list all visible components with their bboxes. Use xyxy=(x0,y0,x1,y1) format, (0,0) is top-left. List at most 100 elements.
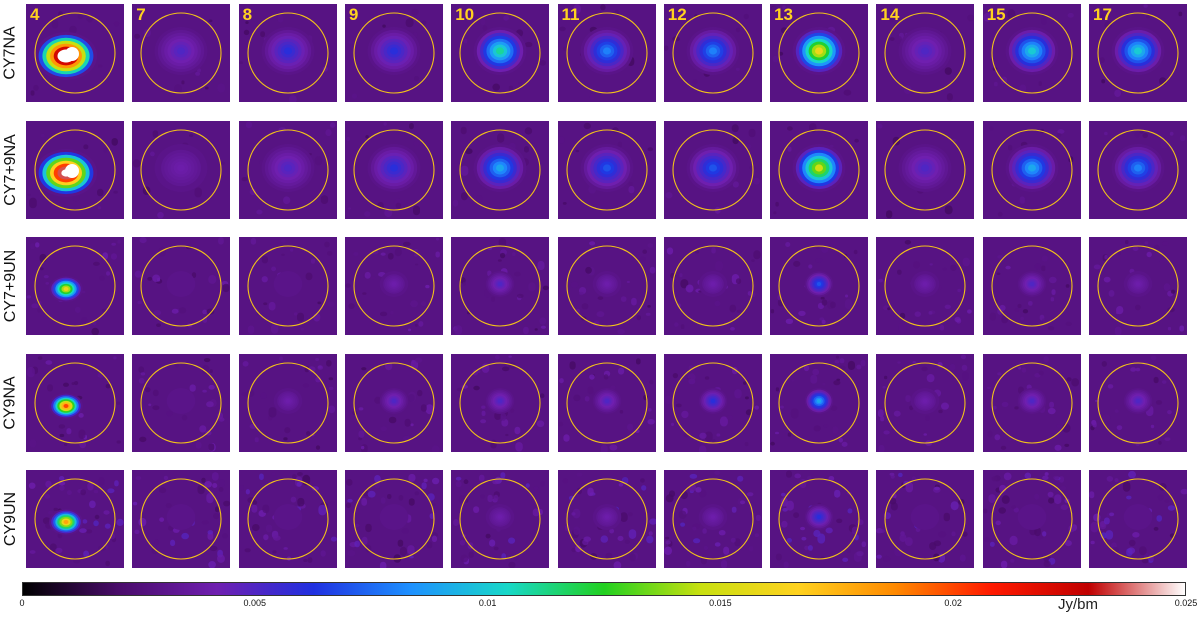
noise-speck xyxy=(425,284,430,289)
emission-map xyxy=(557,470,656,568)
noise-speck xyxy=(777,298,784,307)
noise-speck xyxy=(1122,481,1131,492)
noise-speck xyxy=(1127,547,1136,554)
aperture-circle xyxy=(34,478,116,560)
noise-speck xyxy=(116,439,121,444)
noise-speck xyxy=(148,403,152,406)
noise-speck xyxy=(628,185,634,193)
noise-speck xyxy=(729,327,735,331)
noise-speck xyxy=(174,84,183,93)
noise-speck xyxy=(962,257,971,267)
noise-speck xyxy=(943,267,948,271)
emission-contour xyxy=(389,163,398,172)
noise-speck xyxy=(1024,472,1031,479)
column-number: 8 xyxy=(242,5,253,24)
noise-speck xyxy=(836,518,843,524)
noise-speck xyxy=(347,550,356,557)
emission-map xyxy=(344,237,443,335)
noise-speck xyxy=(664,536,670,540)
noise-speck xyxy=(30,41,34,46)
emission-map xyxy=(982,353,1081,452)
aperture-circle xyxy=(353,12,435,94)
noise-speck xyxy=(427,493,435,501)
noise-speck xyxy=(137,300,143,305)
noise-speck xyxy=(493,494,499,501)
noise-speck xyxy=(798,310,806,316)
aperture-circle xyxy=(672,361,754,444)
noise-speck xyxy=(800,526,806,531)
noise-speck xyxy=(462,281,467,286)
emission-contour xyxy=(923,398,928,403)
noise-speck xyxy=(1003,472,1012,481)
noise-speck xyxy=(29,550,36,554)
noise-speck xyxy=(824,132,832,139)
noise-speck xyxy=(94,514,100,520)
noise-speck xyxy=(680,324,685,329)
noise-speck xyxy=(1038,81,1042,86)
noise-speck xyxy=(845,294,849,298)
noise-speck xyxy=(250,504,257,513)
emission-map xyxy=(770,237,869,335)
noise-speck xyxy=(753,250,761,260)
noise-speck xyxy=(600,444,608,452)
noise-speck xyxy=(394,198,402,205)
noise-speck xyxy=(747,291,752,296)
noise-speck xyxy=(1106,476,1114,482)
noise-speck xyxy=(743,13,749,20)
aperture-circle xyxy=(459,12,541,94)
noise-speck xyxy=(215,506,220,513)
noise-speck xyxy=(261,276,268,283)
noise-speck xyxy=(893,250,899,254)
noise-speck xyxy=(453,519,459,526)
noise-speck xyxy=(413,76,419,81)
emission-map xyxy=(770,120,869,219)
noise-speck xyxy=(729,304,736,313)
noise-speck xyxy=(773,210,777,214)
noise-speck xyxy=(540,325,547,329)
noise-speck xyxy=(1104,21,1112,29)
image-panel xyxy=(982,237,1081,335)
noise-speck xyxy=(876,554,883,559)
noise-speck xyxy=(1089,491,1095,499)
noise-speck xyxy=(110,253,117,260)
noise-speck xyxy=(879,529,886,534)
noise-speck xyxy=(307,365,316,373)
colorbar-tick-label: 0.015 xyxy=(709,598,732,608)
noise-speck xyxy=(562,433,570,442)
noise-speck xyxy=(321,523,328,529)
emission-map xyxy=(26,237,124,335)
noise-speck xyxy=(878,278,884,283)
noise-speck xyxy=(575,472,583,477)
noise-speck xyxy=(1104,255,1108,260)
noise-speck xyxy=(574,545,581,553)
aperture-circle xyxy=(247,245,329,327)
noise-speck xyxy=(152,404,160,410)
column-number: 7 xyxy=(136,5,146,24)
noise-speck xyxy=(302,382,309,388)
noise-speck xyxy=(694,250,699,254)
noise-speck xyxy=(898,472,904,478)
noise-speck xyxy=(624,539,630,544)
noise-speck xyxy=(114,480,119,487)
noise-speck xyxy=(861,541,867,548)
emission-map xyxy=(557,353,656,452)
emission-contour xyxy=(63,520,69,524)
noise-speck xyxy=(1034,263,1041,270)
noise-speck xyxy=(103,510,110,515)
noise-speck xyxy=(117,239,121,244)
noise-speck xyxy=(844,299,853,309)
noise-speck xyxy=(791,379,795,382)
emission-map xyxy=(132,470,231,568)
noise-speck xyxy=(889,497,897,505)
noise-speck xyxy=(1094,399,1098,402)
noise-speck xyxy=(921,366,929,371)
noise-speck xyxy=(249,188,256,195)
image-panel xyxy=(770,237,869,335)
noise-speck xyxy=(775,386,780,391)
noise-speck xyxy=(822,382,826,385)
noise-speck xyxy=(431,503,436,507)
emission-map xyxy=(876,470,975,568)
image-panel xyxy=(1089,237,1187,335)
noise-speck xyxy=(636,315,641,321)
noise-speck xyxy=(463,479,469,484)
